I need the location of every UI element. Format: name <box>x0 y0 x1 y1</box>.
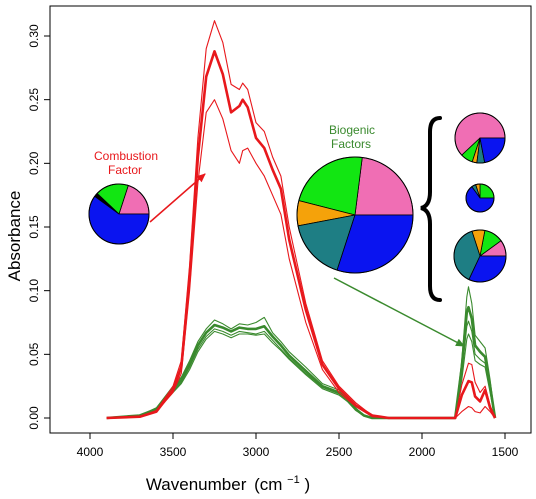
x-axis-unit-exponent: −1 <box>287 474 300 486</box>
x-axis-unit-close: ) <box>304 475 310 494</box>
y-tick-label: 0.05 <box>27 342 41 366</box>
pie-outline <box>296 156 414 274</box>
bracket-brace <box>420 116 442 302</box>
biogenic-spectrum-line <box>106 320 496 419</box>
biogenic-label-line1: Biogenic <box>329 123 375 137</box>
combustion-arrow <box>149 173 206 223</box>
x-tick-label: 3500 <box>160 445 187 459</box>
y-tick-label: 0.00 <box>27 406 41 430</box>
combustion-spectrum-line <box>106 50 497 420</box>
pie-charts <box>88 112 507 283</box>
biogenic-pie-2 <box>465 183 495 213</box>
y-tick-label: 0.15 <box>27 215 41 239</box>
x-axis-unit: (cm <box>254 475 282 494</box>
y-tick-label: 0.10 <box>27 279 41 303</box>
biogenic-spectrum-line <box>106 286 496 419</box>
y-tick-label: 0.20 <box>27 151 41 175</box>
x-tick-label: 1500 <box>492 445 519 459</box>
pie-outline <box>454 112 506 164</box>
biogenic-total-pie <box>296 156 414 274</box>
x-axis-title-text: Wavenumber <box>146 475 247 494</box>
pie-outline <box>88 183 150 245</box>
combustion-pie <box>88 183 150 245</box>
biogenic-pie-1 <box>454 112 506 164</box>
x-tick-label: 2500 <box>326 445 353 459</box>
spectrum-lines <box>106 20 497 420</box>
combustion-label-line2: Factor <box>108 163 142 177</box>
x-tick-label: 2000 <box>409 445 436 459</box>
combustion-label-line1: Combustion <box>94 149 158 163</box>
pie-outline <box>465 183 495 213</box>
plot-area <box>49 5 532 434</box>
y-tick-label: 0.25 <box>27 88 41 112</box>
x-axis: 4000 3500 3000 2500 2000 1500 <box>77 433 519 459</box>
x-axis-title: Wavenumber (cm −1 ) <box>146 468 310 494</box>
y-axis: 0.00 0.05 0.10 0.15 0.20 0.25 0.30 <box>27 24 50 430</box>
biogenic-spectrum-line <box>106 330 496 419</box>
biogenic-pie-3 <box>453 229 507 283</box>
y-axis-title: Absorbance <box>5 191 24 282</box>
x-tick-label: 3000 <box>243 445 270 459</box>
annotations: Combustion Factor Biogenic Factors <box>94 116 465 347</box>
pie-outline <box>453 229 507 283</box>
biogenic-label-line2: Factors <box>331 137 371 151</box>
pie-slice-pink <box>354 157 414 216</box>
combustion-spectrum-line <box>106 99 496 419</box>
biogenic-arrow <box>333 277 465 347</box>
x-tick-label: 4000 <box>77 445 104 459</box>
plot-frame <box>49 5 532 434</box>
biogenic-spectrum-line <box>106 305 497 420</box>
y-tick-label: 0.30 <box>27 24 41 48</box>
